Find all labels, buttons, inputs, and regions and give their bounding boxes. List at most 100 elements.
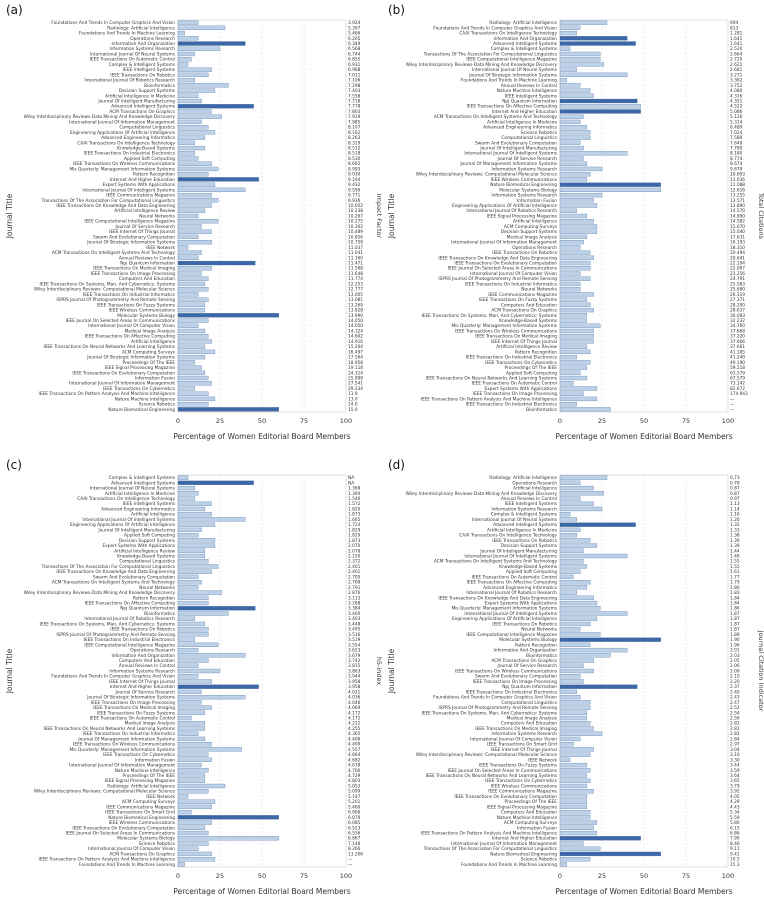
bar bbox=[559, 370, 581, 375]
right-value-label: 2.05 bbox=[730, 658, 740, 664]
right-value-label: 1.572 bbox=[348, 501, 361, 507]
right-value-label: 3.679 bbox=[348, 653, 361, 659]
bar bbox=[177, 365, 202, 370]
bar bbox=[177, 663, 199, 668]
right-axis-title: Impact Factor bbox=[375, 194, 383, 239]
bar bbox=[559, 365, 588, 370]
bar bbox=[559, 783, 588, 789]
right-value-label: 1.87 bbox=[730, 627, 740, 633]
category-label: Medical Image Analysis bbox=[507, 716, 558, 722]
right-value-label: 4.05 bbox=[730, 794, 740, 800]
right-value-label: 6.349 bbox=[348, 41, 361, 47]
bar bbox=[559, 506, 603, 512]
category-label: Journal Of Strategic Information Systems bbox=[468, 72, 558, 78]
bar bbox=[177, 841, 209, 846]
bar bbox=[559, 266, 591, 271]
category-label: IEEE Transactions On Cybernetics bbox=[485, 360, 558, 366]
right-value-label: 11.160 bbox=[348, 255, 363, 261]
right-value-label: 1.281 bbox=[730, 31, 743, 37]
right-value-label: — bbox=[730, 408, 735, 413]
bar bbox=[177, 559, 209, 564]
bar bbox=[559, 647, 628, 653]
category-label: IEEE Transactions On Image Processing bbox=[91, 700, 175, 706]
bar bbox=[177, 407, 279, 412]
bar bbox=[559, 825, 594, 830]
right-value-label: 18.310 bbox=[730, 245, 745, 251]
category-label: International Journal Of Intelligent Sys… bbox=[464, 553, 557, 559]
category-label: Foundations And Trends In Computer Graph… bbox=[51, 674, 175, 680]
bar bbox=[559, 172, 591, 177]
right-value-label: 1.820 bbox=[348, 506, 361, 512]
bar bbox=[559, 512, 571, 517]
category-label: IEEE Transactions On Systems, Man, And C… bbox=[421, 710, 557, 716]
x-tick-label: 25 bbox=[598, 872, 606, 880]
right-value-label: 4.664 bbox=[348, 752, 361, 758]
category-label: IEEE Transactions On Knowledge And Data … bbox=[438, 255, 557, 261]
bar bbox=[177, 721, 206, 726]
category-label: IEEE Transactions On Cybernetics bbox=[103, 386, 176, 392]
bar bbox=[559, 187, 661, 193]
right-value-label: 37.220 bbox=[730, 334, 745, 340]
right-value-label: 7.148 bbox=[348, 841, 361, 847]
right-value-label: 27.371 bbox=[730, 297, 745, 303]
right-value-label: 3.59 bbox=[730, 768, 740, 774]
right-value-label: 3.44 bbox=[730, 763, 740, 769]
category-label: IEEE Journal On Selected Areas In Commun… bbox=[448, 266, 558, 272]
category-label: Nature Machine Intelligence bbox=[115, 768, 176, 774]
right-value-label: 9.679 bbox=[730, 166, 743, 172]
x-tick-label: 25 bbox=[216, 872, 224, 880]
bar bbox=[177, 187, 246, 193]
category-label: Mis Quarterly: Management Information Sy… bbox=[69, 747, 175, 753]
bar bbox=[559, 778, 591, 783]
right-value-label: 10.758 bbox=[348, 240, 363, 246]
right-value-label: 28.637 bbox=[730, 308, 745, 314]
category-label: Journal Of Intelligent Manufacturing bbox=[97, 98, 175, 104]
bar bbox=[177, 245, 189, 250]
category-label: Artificial Intelligence In Medicine bbox=[105, 93, 175, 99]
category-label: Applied Soft Computing bbox=[124, 156, 175, 162]
category-label: Journal Of Intelligent Manufacturing bbox=[97, 527, 175, 533]
right-value-label: 9.11 bbox=[730, 846, 740, 852]
category-label: ACM Transactions On Intelligent Systems … bbox=[52, 580, 176, 586]
bar bbox=[177, 653, 246, 658]
category-label: IEEE Transactions On Pattern Analysis An… bbox=[421, 830, 558, 836]
category-label: Information Systems Research bbox=[491, 193, 557, 199]
bar bbox=[559, 360, 591, 365]
category-label: Npj Quantum Information bbox=[502, 98, 557, 104]
category-label: Journal Of Service Research bbox=[115, 224, 176, 230]
right-value-label: 15.070 bbox=[730, 224, 745, 230]
right-value-label: 6.568 bbox=[348, 46, 361, 52]
right-value-label: 8.266 bbox=[348, 846, 361, 852]
right-value-label: 14.890 bbox=[730, 213, 745, 219]
right-value-label: NA bbox=[348, 475, 354, 481]
bar bbox=[177, 846, 199, 851]
right-value-label: 1.873 bbox=[348, 512, 361, 518]
right-value-label: 1.55 bbox=[730, 564, 740, 570]
category-label: IEEE Transactions On Affective Computing bbox=[467, 580, 558, 586]
category-label: IEEE Transactions On Robotics bbox=[110, 627, 175, 633]
bar bbox=[177, 820, 212, 825]
category-label: IEEE Internet Of Things Journal bbox=[491, 747, 557, 753]
right-value-label: 24.314 bbox=[348, 370, 363, 376]
bar bbox=[177, 250, 202, 255]
category-label: Internet And Higher Education bbox=[492, 836, 558, 842]
right-value-label: 1.86 bbox=[730, 606, 740, 612]
chart-panel-4: (d) 0 25 50 75 100 Radiology: Artificial Intel… bbox=[387, 458, 764, 896]
bar bbox=[177, 307, 206, 313]
category-label: Decision Support Systems bbox=[501, 543, 558, 549]
right-value-label: 10.275 bbox=[348, 219, 363, 225]
right-value-label: 14.602 bbox=[348, 334, 363, 340]
right-value-label: 2.56 bbox=[730, 716, 740, 722]
right-value-label: 1.84 bbox=[730, 601, 740, 607]
category-label: ISPRS Journal Of Photogrammetry And Remo… bbox=[438, 276, 557, 282]
category-label: Npj Quantum Information bbox=[120, 261, 175, 267]
bar bbox=[559, 658, 594, 663]
right-value-label: 5.086 bbox=[730, 109, 743, 115]
bar bbox=[177, 313, 279, 318]
bar bbox=[559, 198, 594, 203]
category-label: Foundations And Trends In Machine Learni… bbox=[79, 862, 175, 868]
category-label: IEEE Network bbox=[146, 245, 175, 251]
bar bbox=[177, 715, 192, 721]
category-label: IEEE Transactions On Systems, Man, And C… bbox=[39, 281, 175, 287]
right-value-label: 4.172 bbox=[348, 716, 361, 722]
